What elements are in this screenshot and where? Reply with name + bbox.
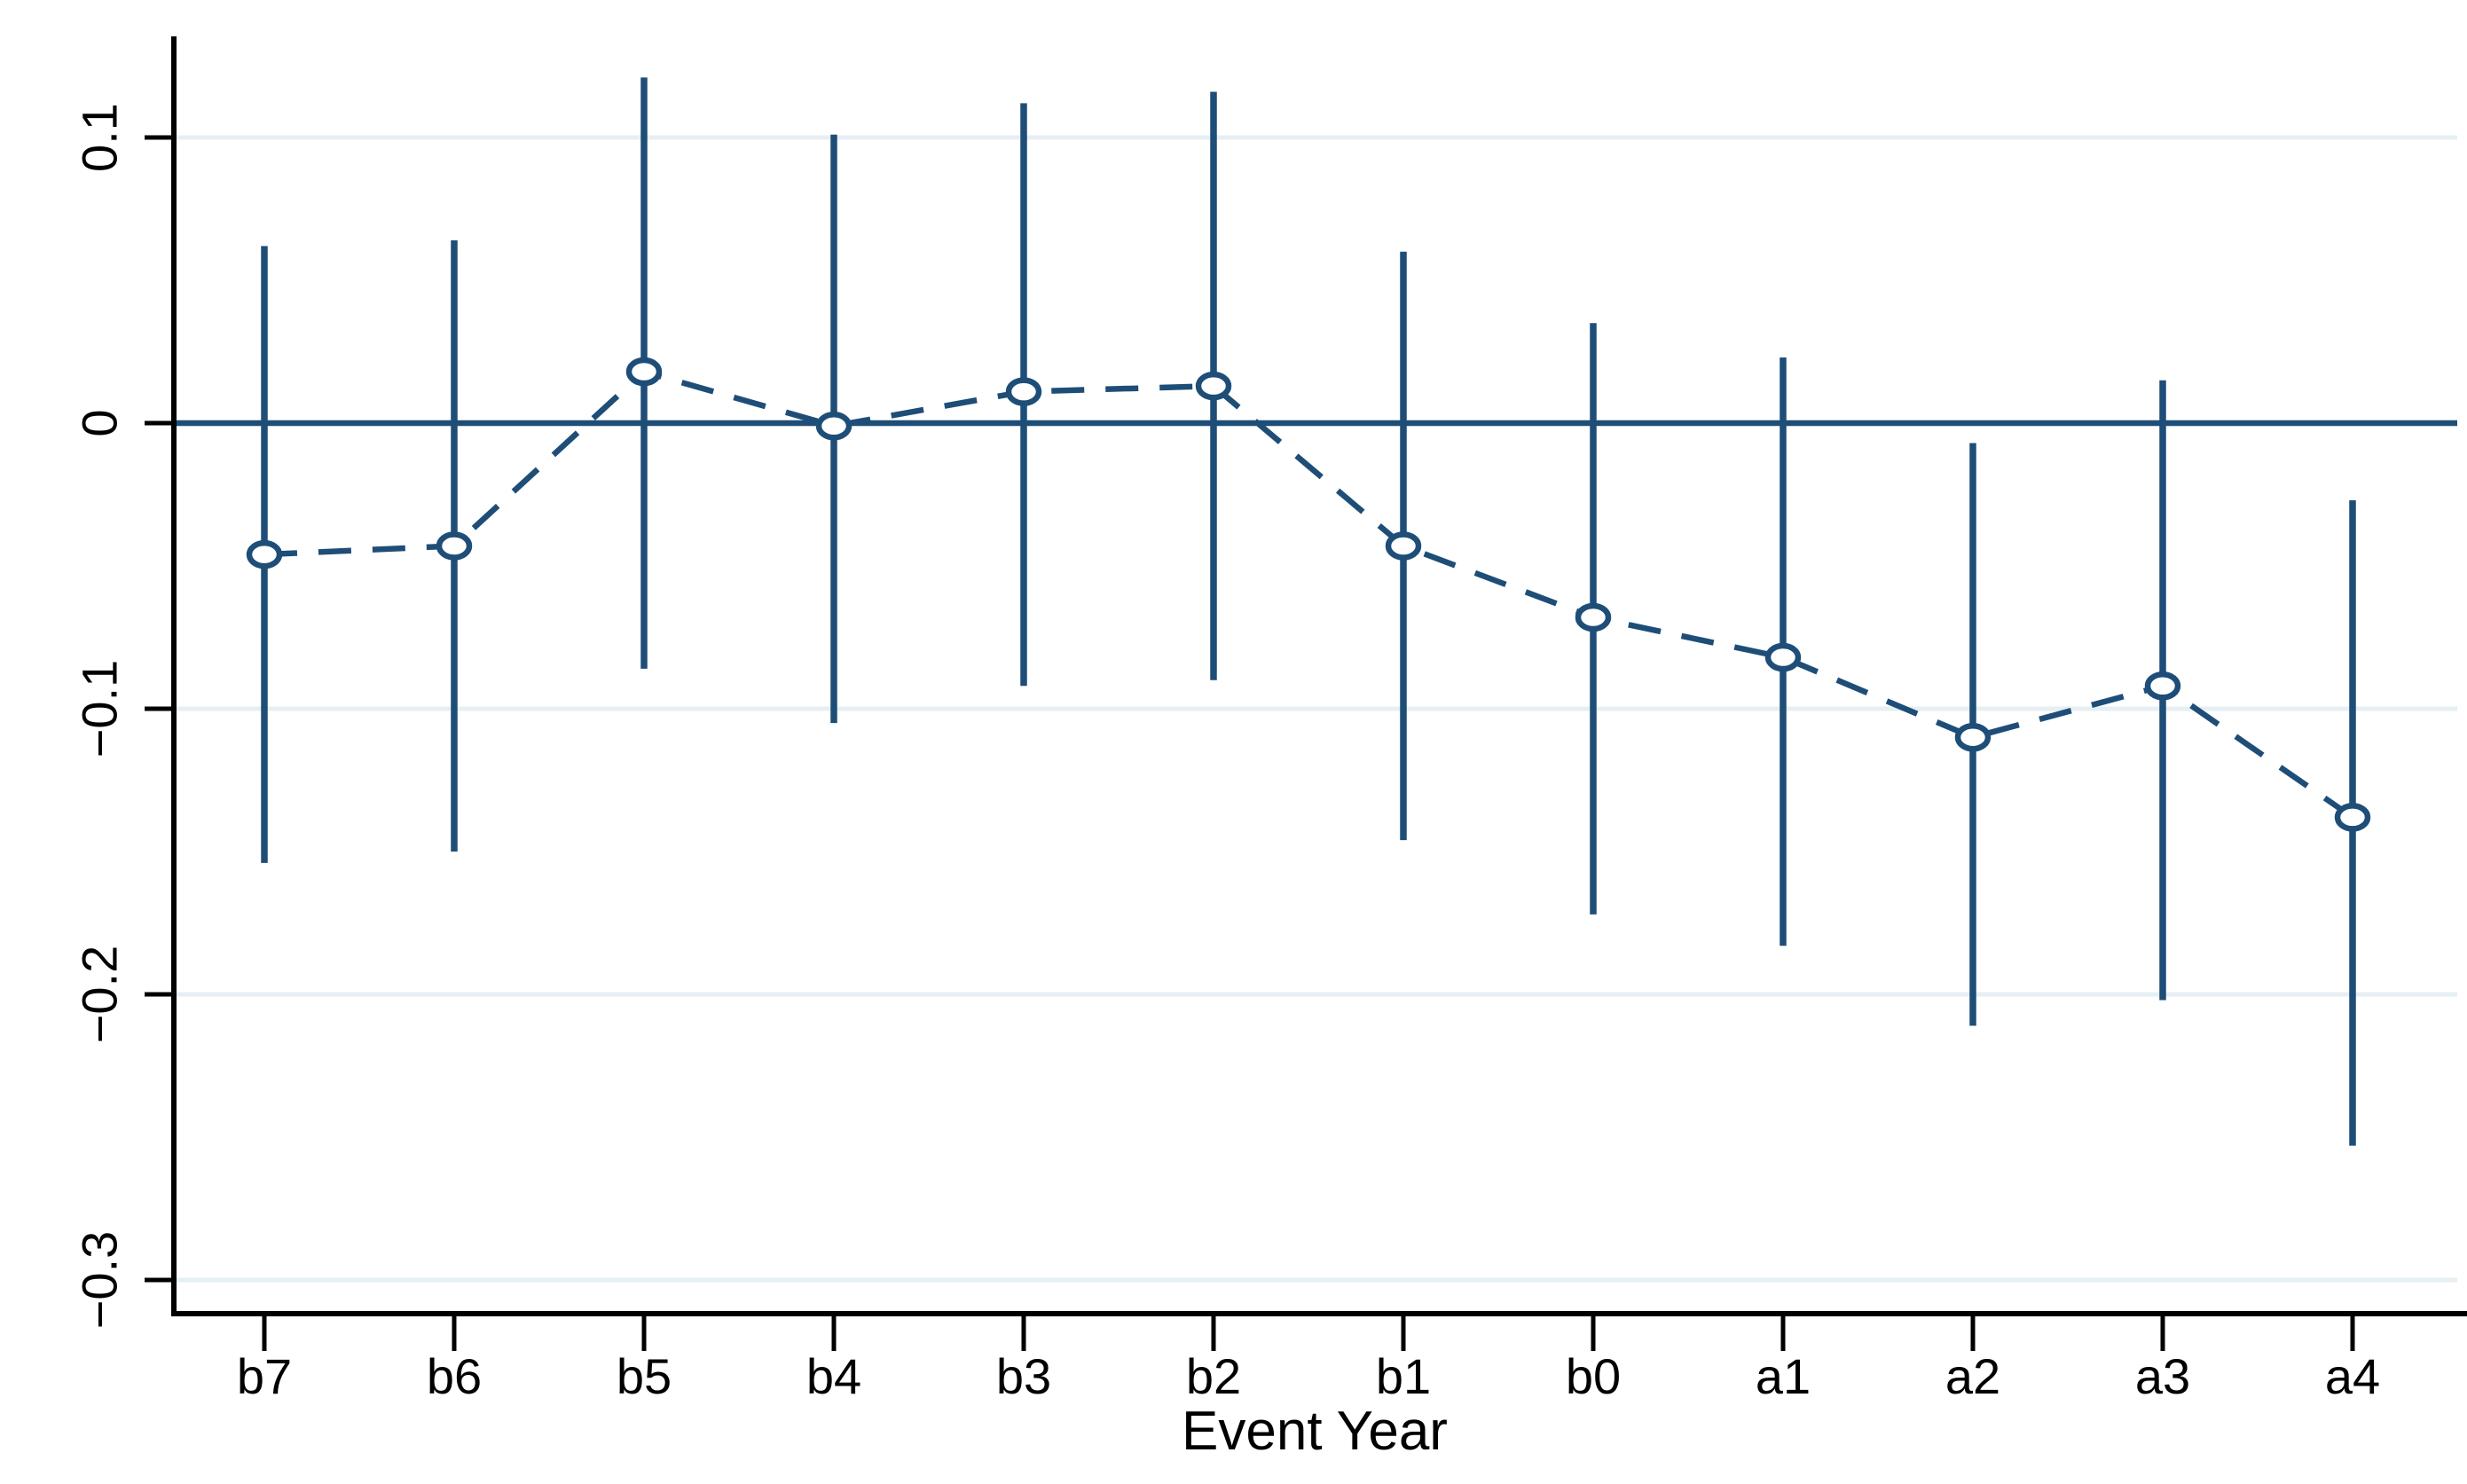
y-tick-label--0.2: −0.2 — [72, 946, 128, 1044]
y-tick-label-0: 0 — [72, 409, 128, 436]
x-tick-label-b2: b2 — [1186, 1348, 1241, 1404]
x-axis-ticks-labels: b7 b6 b5 b4 b3 b2 b1 b0 a1 a2 a3 a4 — [237, 1314, 2380, 1404]
x-tick-label-b5: b5 — [617, 1348, 672, 1404]
x-tick-label-b3: b3 — [996, 1348, 1051, 1404]
marker-b0 — [1575, 602, 1612, 632]
marker-a4 — [2334, 803, 2371, 832]
y-axis-ticks-labels: 0.1 0 −0.1 −0.2 −0.3 — [72, 103, 174, 1330]
marker-b1 — [1385, 531, 1422, 561]
point-markers — [246, 357, 2371, 832]
gridlines — [176, 135, 2457, 1283]
event-study-chart: 0.1 0 −0.1 −0.2 −0.3 b7 b6 b5 b4 b3 b2 b1 b0 a1 a2 a3 a… — [35, 14, 2467, 1470]
marker-a2 — [1954, 722, 1992, 752]
confidence-intervals — [261, 77, 2356, 1146]
x-tick-label-b7: b7 — [237, 1348, 292, 1404]
marker-a3 — [2144, 671, 2181, 701]
marker-b2 — [1195, 371, 1232, 401]
x-tick-label-b4: b4 — [806, 1348, 861, 1404]
x-tick-label-a3: a3 — [2135, 1348, 2190, 1404]
marker-b3 — [1005, 377, 1042, 406]
x-tick-label-a2: a2 — [1945, 1348, 2000, 1404]
y-tick-label-0.1: 0.1 — [72, 103, 128, 172]
chart-canvas: 0.1 0 −0.1 −0.2 −0.3 b7 b6 b5 b4 b3 b2 b1 b0 a1 a2 a3 a… — [72, 36, 2467, 1462]
marker-b5 — [625, 357, 663, 387]
x-tick-label-a1: a1 — [1756, 1348, 1811, 1404]
dashed-series-line — [263, 368, 2354, 821]
marker-b7 — [246, 539, 283, 569]
y-tick-label--0.1: −0.1 — [72, 660, 128, 758]
x-tick-label-b6: b6 — [427, 1348, 482, 1404]
marker-b6 — [436, 531, 473, 561]
x-tick-label-b1: b1 — [1376, 1348, 1431, 1404]
axes — [171, 36, 2467, 1316]
marker-b4 — [815, 411, 852, 441]
y-tick-label--0.3: −0.3 — [72, 1231, 128, 1330]
x-tick-label-b0: b0 — [1566, 1348, 1621, 1404]
x-axis-title: Event Year — [1182, 1401, 1448, 1462]
marker-a1 — [1764, 642, 1802, 672]
x-tick-label-a4: a4 — [2325, 1348, 2380, 1404]
estimate-dashed-line — [263, 368, 2354, 821]
